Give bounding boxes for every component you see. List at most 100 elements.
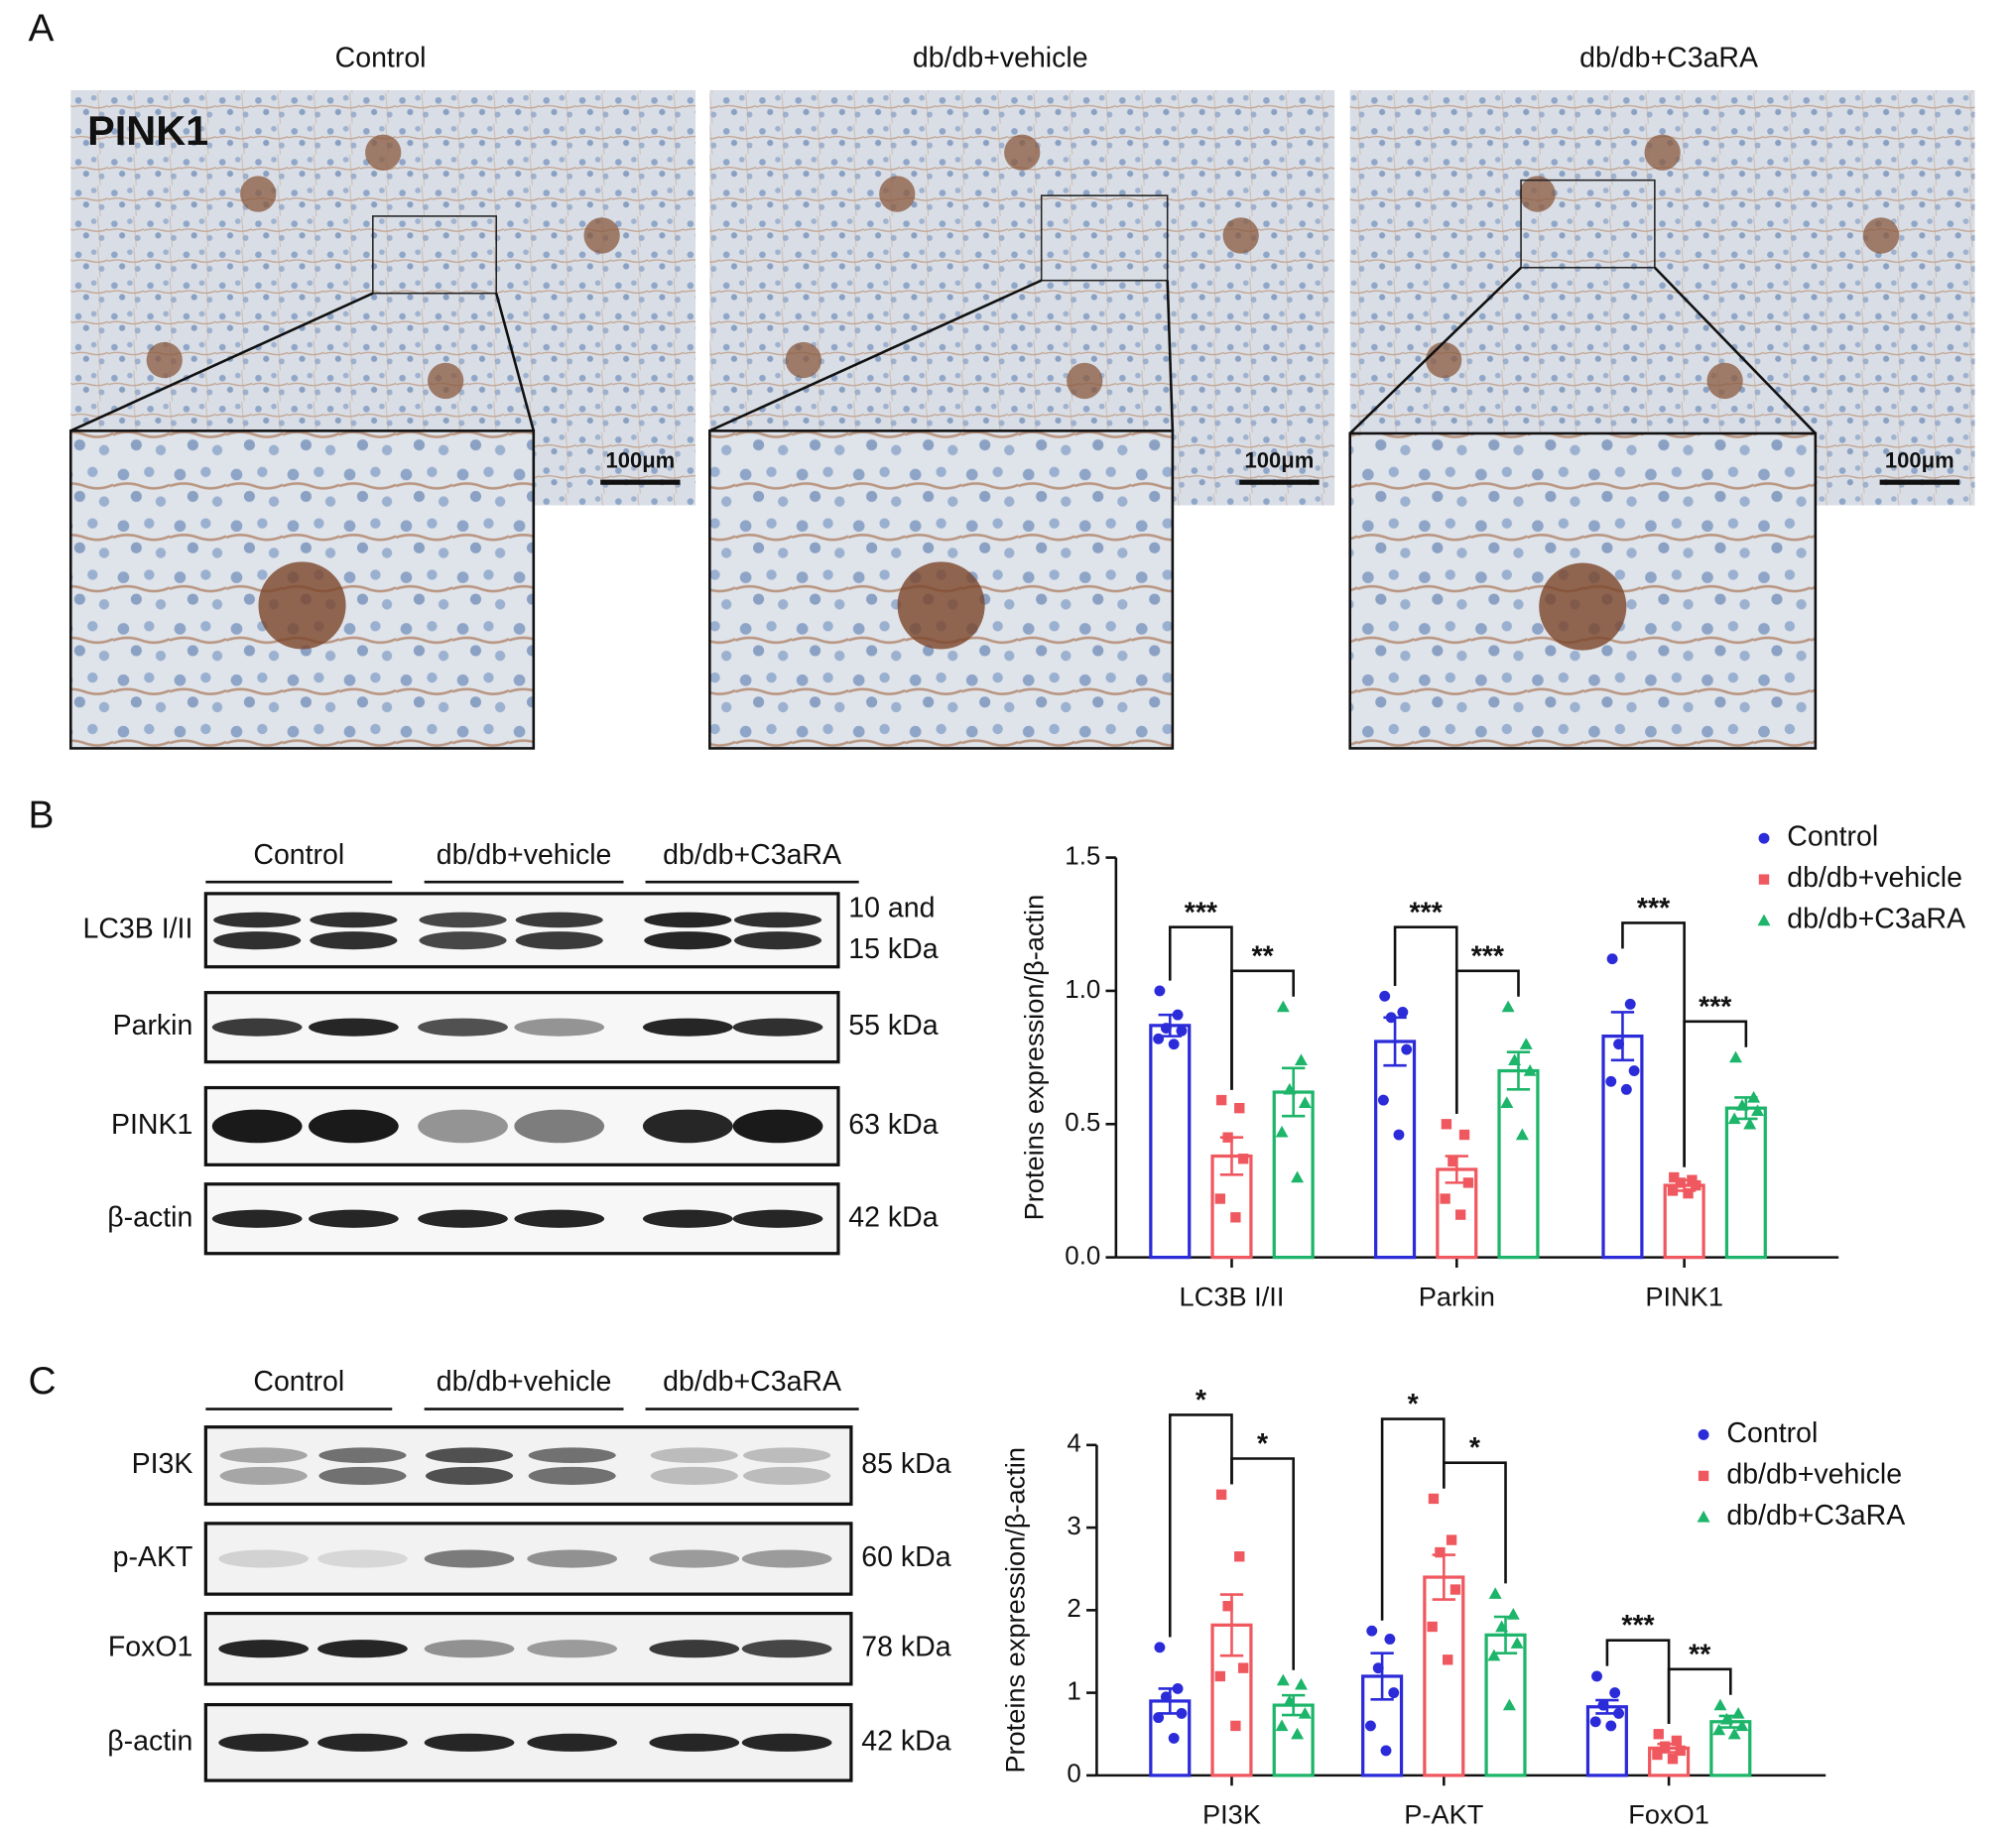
zoom-box: [1520, 179, 1656, 269]
band: [218, 1640, 310, 1658]
point: [1743, 1117, 1757, 1130]
band: [425, 1447, 514, 1463]
legend-label: db/db+C3aRA: [1726, 1500, 1905, 1531]
point: [1624, 998, 1636, 1010]
band: [213, 912, 302, 928]
point: [1667, 1185, 1679, 1196]
blot-group: db/db+C3aRA: [663, 839, 841, 871]
point: [1275, 1125, 1289, 1138]
point: [1501, 1000, 1515, 1013]
point: [1380, 1745, 1392, 1757]
band: [425, 1466, 514, 1485]
band: [219, 1466, 308, 1485]
point: [1388, 1687, 1400, 1699]
zoom-line: [708, 279, 1043, 432]
point: [1294, 1677, 1308, 1690]
protein-label: p-AKT: [113, 1541, 193, 1573]
protein-label: β-actin: [107, 1201, 192, 1233]
glomerulus: [879, 176, 916, 212]
point: [1160, 1023, 1172, 1034]
x-tick-label: LC3B I/II: [1180, 1281, 1285, 1311]
band: [733, 912, 822, 928]
error-bar: [1610, 1011, 1635, 1062]
point: [1153, 1712, 1165, 1724]
point: [1393, 1129, 1405, 1141]
y-tick-label: 1.0: [1065, 976, 1100, 1004]
band: [650, 1466, 738, 1485]
blot-group: db/db+C3aRA: [663, 1366, 841, 1398]
x-tick-label: FoxO1: [1628, 1799, 1709, 1830]
point: [1372, 1662, 1384, 1674]
point: [1669, 1171, 1680, 1183]
glomerulus: [1706, 362, 1743, 400]
point: [1435, 1546, 1446, 1558]
point: [1515, 1128, 1529, 1141]
kda-label: 85 kDa: [861, 1448, 950, 1480]
band: [642, 1018, 733, 1037]
point: [1276, 1000, 1290, 1013]
protein-label: FoxO1: [108, 1632, 193, 1663]
band: [644, 931, 732, 950]
blot-group: db/db+vehicle: [437, 839, 612, 871]
point: [1448, 1156, 1458, 1167]
point: [1298, 1096, 1312, 1108]
point: [1153, 1033, 1165, 1044]
zoom-box: [372, 215, 498, 295]
point: [1502, 1698, 1516, 1711]
error-bar: [1506, 1050, 1531, 1091]
band: [211, 1018, 303, 1037]
point: [1697, 1510, 1710, 1523]
band: [528, 1447, 616, 1463]
y-tick-label: 1.5: [1065, 842, 1100, 870]
band: [644, 912, 732, 928]
glomerulus: [1862, 217, 1900, 254]
point: [1237, 1154, 1249, 1164]
significance-bracket: [1443, 1461, 1507, 1584]
bar: [1149, 1024, 1192, 1260]
band: [514, 1109, 605, 1144]
band: [743, 1447, 831, 1463]
point: [1698, 1429, 1709, 1440]
glomerulus: [897, 561, 985, 650]
significance-bracket: [1230, 969, 1295, 1090]
point: [1298, 1706, 1312, 1719]
point: [1758, 832, 1770, 844]
significance-bracket: [1683, 1020, 1748, 1167]
band: [317, 1549, 408, 1568]
scale-bar-label: 100μm: [1885, 447, 1954, 472]
bar: [1497, 1068, 1540, 1260]
point: [1735, 1719, 1749, 1732]
band: [317, 1733, 408, 1752]
point: [1283, 1694, 1297, 1707]
point: [1500, 1096, 1514, 1108]
glomerulus: [1644, 134, 1681, 171]
kda-label: 60 kDa: [861, 1541, 950, 1573]
point: [1613, 1039, 1625, 1050]
point: [1168, 1732, 1180, 1744]
band: [318, 1447, 407, 1463]
point: [1377, 1094, 1389, 1106]
significance-label: *: [1196, 1385, 1207, 1416]
band: [514, 1209, 605, 1228]
protein-label: PINK1: [111, 1109, 192, 1141]
kda-label: 42 kDa: [861, 1725, 950, 1757]
point: [1215, 1489, 1227, 1500]
band: [741, 1549, 832, 1568]
legend-label: Control: [1787, 821, 1878, 853]
point: [1440, 1193, 1450, 1204]
point: [1628, 1065, 1640, 1076]
bar: [1374, 1040, 1417, 1260]
band: [741, 1733, 832, 1752]
blot-group: db/db+vehicle: [437, 1366, 612, 1398]
band: [317, 1640, 408, 1658]
point: [1458, 1129, 1470, 1141]
scale-bar: [1879, 479, 1959, 485]
band: [732, 1018, 823, 1037]
group-title: db/db+C3aRA: [1579, 42, 1758, 73]
zoom-line: [1166, 280, 1175, 431]
point: [1653, 1729, 1664, 1740]
bar: [1423, 1575, 1465, 1777]
band: [310, 912, 398, 928]
point: [1441, 1119, 1452, 1130]
point: [1385, 1012, 1397, 1024]
